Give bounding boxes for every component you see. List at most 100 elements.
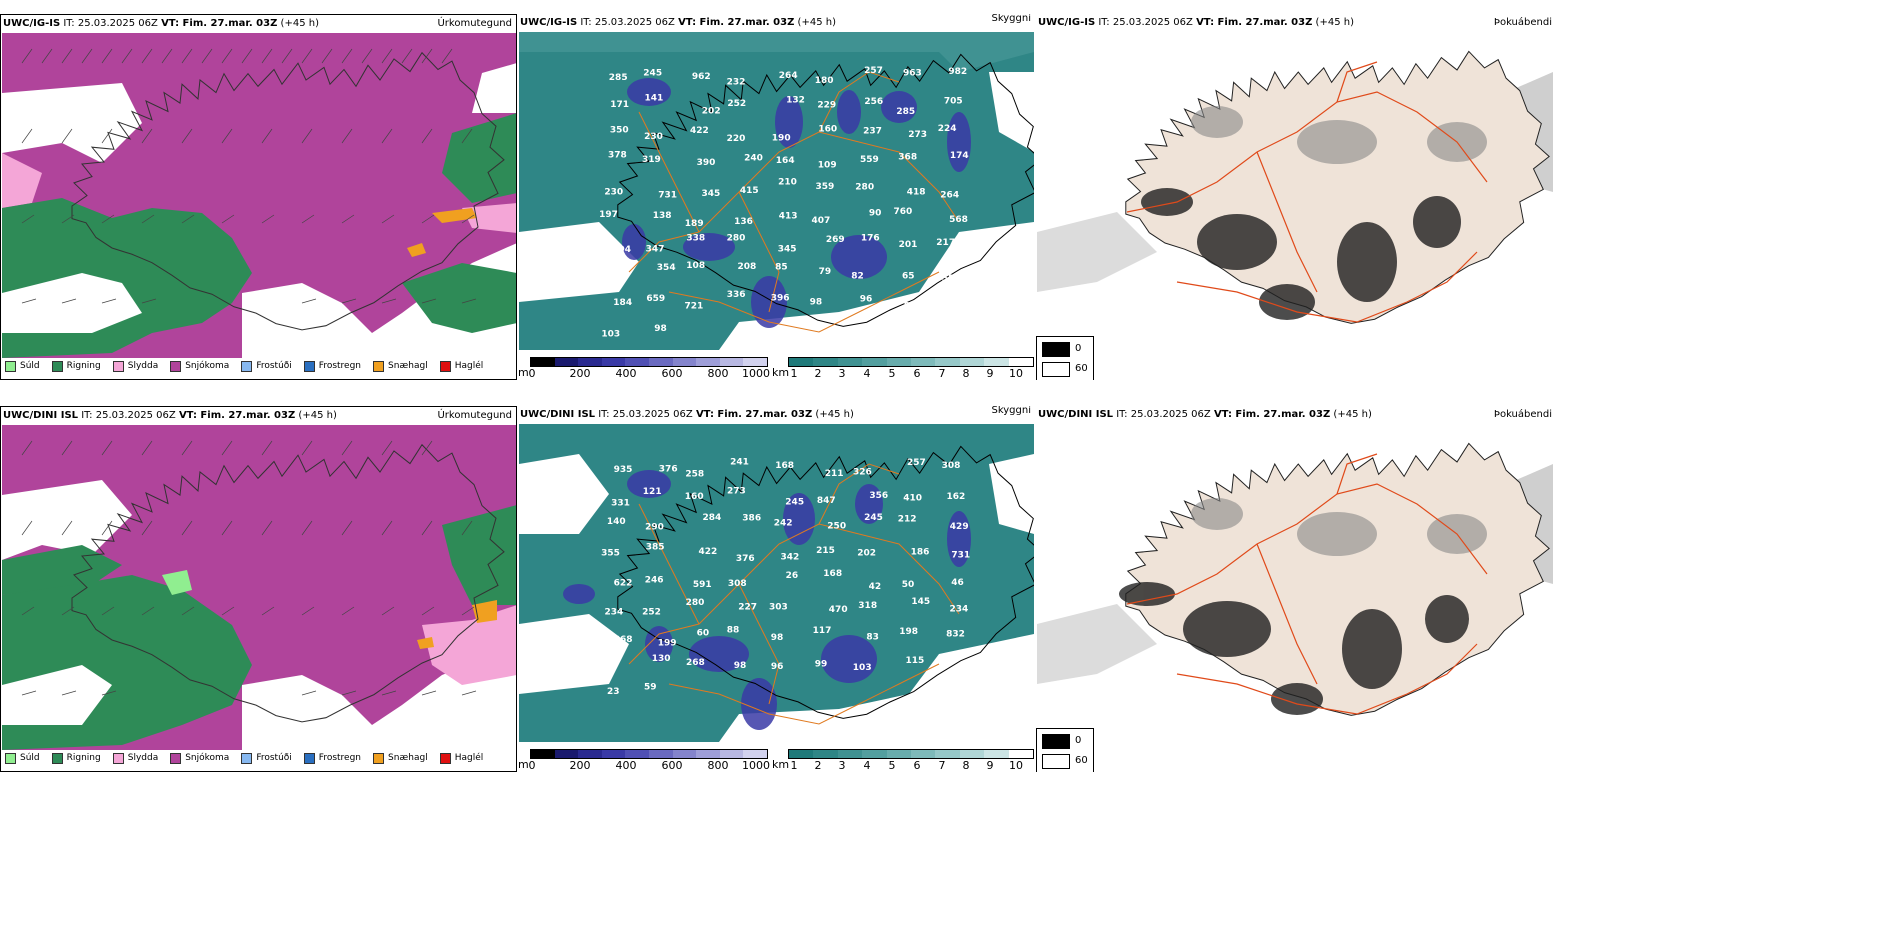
cloud-base-label: 368 [604, 265, 623, 275]
legend-swatch [303, 360, 315, 372]
cloud-base-label: 319 [642, 155, 661, 165]
colorbar-segment [1008, 750, 1033, 758]
height-colorbar-strip [530, 357, 768, 367]
colorbar-segment [910, 358, 936, 366]
valid-time: VT: Fim. 27.mar. 03Z [695, 409, 813, 420]
legend-swatch [373, 752, 385, 764]
colorbar-segment [578, 358, 602, 366]
cloud-base-label: 90 [869, 209, 882, 219]
legend-swatch [51, 752, 63, 764]
cloud-base-label: 103 [601, 330, 620, 340]
cloud-base-label: 97 [941, 654, 954, 664]
cloud-base-label: 140 [607, 517, 626, 527]
cloud-base-label: 115 [906, 656, 925, 666]
cloud-base-label: 347 [646, 245, 665, 255]
cloud-base-label: 396 [771, 293, 790, 303]
panel-header: UWC/DINI ISL IT: 25.03.2025 06Z VT: Fim.… [1038, 409, 1554, 423]
cloud-base-label: 98 [810, 297, 823, 307]
colorbar-segment [601, 358, 626, 366]
cloud-base-label: 98 [654, 324, 667, 334]
cloud-base-label: 338 [686, 234, 705, 244]
field-name: Úrkomutegund [437, 410, 512, 421]
visibility-colorbar: km 1 2 3 4 5 6 7 8 9 10 [772, 749, 1034, 772]
legend-swatch [241, 360, 253, 372]
cloud-base-label: 294 [612, 245, 631, 255]
legend-swatch [112, 752, 124, 764]
cloud-base-label: 568 [949, 215, 968, 225]
legend-label: Snæhagl [388, 361, 428, 371]
cloud-base-label: 418 [907, 187, 926, 197]
cloud-base-label: 96 [771, 662, 784, 672]
cloud-base-label: 280 [727, 233, 746, 243]
fog-legend-black-label: 0 [1075, 735, 1082, 746]
cloud-base-label: 760 [894, 207, 913, 217]
legend-label: Snjókoma [185, 361, 230, 371]
fog-legend-white [1042, 754, 1070, 769]
cloud-base-label: 197 [599, 210, 618, 220]
model-name: UWC/IG-IS [3, 18, 61, 29]
colorbar-segment [696, 358, 720, 366]
cloud-base-label: 174 [950, 151, 969, 161]
cloud-base-label: 832 [946, 630, 965, 640]
cloud-base-label: 308 [728, 579, 747, 589]
cloud-base-label: 273 [908, 130, 927, 140]
vis-tick: 9 [986, 759, 994, 772]
cloud-base-label: 410 [903, 494, 922, 504]
init-time: IT: 25.03.2025 06Z [81, 410, 176, 421]
colorbar-segment [554, 750, 579, 758]
height-tick: 200 [569, 367, 591, 380]
cloud-base-label: 201 [899, 240, 918, 250]
legend-item-freezing-drizzle: Frostúði [241, 752, 292, 764]
model-name: UWC/DINI ISL [3, 410, 79, 421]
cloud-base-label: 160 [818, 124, 837, 134]
colorbar-segment [648, 750, 673, 758]
field-name: Þokuábendi [1493, 409, 1552, 420]
cloud-base-label: 264 [779, 71, 798, 81]
cloud-base-label: 284 [703, 513, 722, 523]
fog-legend: 0 60 [1036, 728, 1094, 772]
legend-swatch [5, 360, 16, 372]
vis-tick: 8 [962, 367, 970, 380]
valid-time: VT: Fim. 27.mar. 03Z [1196, 17, 1313, 28]
vis-tick: 10 [1009, 367, 1023, 380]
cloud-base-label: 331 [611, 499, 630, 509]
legend-item-freezing-rain: Frostregn [303, 752, 361, 764]
precip-type-panel-top: UWC/IG-IS IT: 25.03.2025 06Z VT: Fim. 27… [0, 14, 517, 380]
cloud-base-label: 190 [772, 133, 791, 143]
height-tick: 800 [707, 759, 729, 772]
visibility-panel-bottom: UWC/DINI ISL IT: 25.03.2025 06Z VT: Fim.… [518, 406, 1035, 772]
legend-swatch [373, 360, 385, 372]
legend-label: Haglél [454, 753, 484, 763]
legend-label: Súld [20, 753, 40, 763]
colorbar-segment [743, 358, 767, 366]
height-tick: 0 [528, 759, 536, 772]
cloud-base-label: 264 [940, 190, 959, 200]
cloud-base-label: 168 [775, 461, 794, 471]
cloud-base-label: 376 [736, 554, 755, 564]
legend-swatch [112, 360, 124, 372]
cloud-base-label: 559 [860, 155, 879, 165]
legend-label: Haglél [454, 361, 484, 371]
cloud-base-label: 136 [734, 217, 753, 227]
cloud-base-label: 245 [864, 513, 883, 523]
cloud-base-label: 96 [860, 294, 873, 304]
lead-time: (+45 h) [1315, 17, 1354, 28]
cloud-base-label: 98 [771, 633, 784, 643]
colorbar-segment [886, 750, 911, 758]
cloud-base-label: 186 [911, 548, 930, 558]
legend-item-sleet: Slydda [112, 360, 158, 372]
cloud-base-label: 75 [946, 295, 959, 305]
cloud-base-label: 242 [774, 518, 793, 528]
cloud-base-label: 208 [738, 262, 757, 272]
height-tick: 800 [707, 367, 729, 380]
vis-tick: 4 [863, 367, 871, 380]
cloud-base-label: 336 [727, 290, 746, 300]
legend-swatch [439, 752, 451, 764]
cloud-base-label: 171 [610, 100, 629, 110]
cloud-base-label: 50 [902, 580, 915, 590]
cloud-base-label: 227 [738, 603, 757, 613]
cloud-base-label: 82 [851, 272, 864, 282]
init-time: IT: 25.03.2025 06Z [1098, 17, 1193, 28]
vis-tick: 1 [790, 759, 798, 772]
cloud-base-label: 285 [896, 107, 915, 117]
